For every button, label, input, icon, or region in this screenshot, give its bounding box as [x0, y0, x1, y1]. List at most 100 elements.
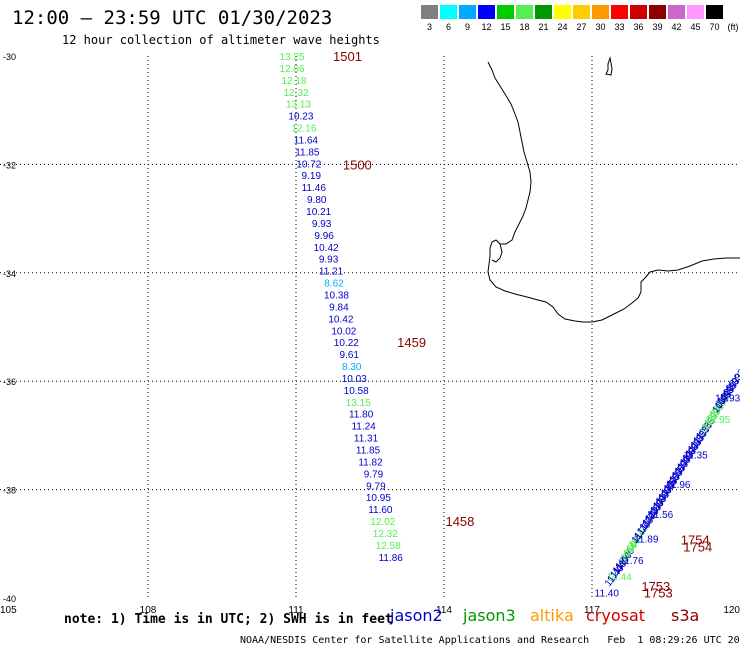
coastline [487, 56, 740, 323]
y-tick-label: -30 [3, 52, 16, 62]
legend-swatch-label: 24 [557, 22, 568, 32]
y-tick-label: -40 [3, 594, 16, 604]
wave-height-label: 8.62 [324, 279, 344, 290]
x-tick-label: 108 [140, 605, 157, 616]
time-label: 1500 [343, 157, 372, 172]
wave-height-label: 11.85 [295, 147, 320, 158]
wave-height-label: 11.82 [358, 457, 383, 468]
x-tick-label: 111 [288, 605, 304, 616]
y-tick-label: -38 [3, 486, 16, 496]
time-label: 1754 [683, 540, 712, 555]
wave-height-label: 10.03 [342, 374, 367, 385]
legend-unit: (ft) [727, 22, 739, 32]
wave-height-label: 11.21 [319, 267, 344, 278]
credit-footer: NOAA/NESDIS Center for Satellite Applica… [240, 635, 740, 646]
legend-swatch [554, 5, 571, 19]
satellite-name-s3a: s3a [671, 606, 700, 625]
wave-height-label: 11.64 [294, 135, 319, 146]
axis-ticks: 105 108 111 114 117 120 -30 -32 -34 -36 -38 -40 [0, 52, 740, 616]
wave-height-label: 12.02 [370, 517, 395, 528]
legend-swatch [516, 5, 533, 19]
wave-height-label: 12.16 [291, 124, 316, 135]
y-tick-label: -32 [3, 160, 16, 170]
footnote: note: 1) Time is in UTC; 2) SWH is in fe… [64, 612, 393, 627]
legend-swatch [478, 5, 495, 19]
wave-height-label: 10.95 [366, 493, 391, 504]
wave-height-label: 13.15 [346, 398, 371, 409]
wave-height-label: 9.96 [314, 231, 334, 242]
coastline-wa [487, 61, 740, 323]
chart-subtitle: 12 hour collection of altimeter wave hei… [62, 33, 380, 47]
wave-height-label: 9.79 [364, 469, 384, 480]
y-tick-label: -36 [3, 377, 16, 387]
time-label: 1754 [681, 532, 710, 547]
time-label: 1753 [644, 586, 673, 601]
wave-height-label: 12.95 [705, 415, 730, 426]
satellite-name-altika: altika [530, 606, 574, 625]
legend-swatch-label: 21 [538, 22, 549, 32]
legend-swatch [706, 5, 723, 19]
legend-swatch [611, 5, 628, 19]
wave-height-label: 10.42 [314, 243, 339, 254]
satellite-name-cryosat: cryosat [586, 606, 646, 625]
wave-height-label: 10.21 [306, 207, 331, 218]
legend-swatch [592, 5, 609, 19]
x-tick-label: 105 [0, 605, 17, 616]
legend-swatch-label: 9 [464, 22, 470, 32]
chart-title: 12:00 — 23:59 UTC 01/30/2023 [12, 7, 333, 29]
legend-swatch [573, 5, 590, 19]
wave-height-label: 9.79 [366, 481, 386, 492]
wave-height-label: 10.23 [288, 112, 313, 123]
x-tick-label: 120 [723, 605, 740, 616]
y-tick-label: -34 [3, 269, 16, 279]
wave-height-label: 12.32 [283, 88, 308, 99]
wave-height-label: 12.18 [282, 76, 307, 87]
wave-height-label: 10.02 [331, 326, 356, 337]
wave-height-label: 9.19 [302, 171, 322, 182]
wave-height-label: 9.61 [340, 350, 360, 361]
wave-height-label: 10.42 [328, 314, 353, 325]
legend-swatch-label: 42 [671, 22, 682, 32]
wave-height-label: 11.89 [634, 534, 659, 545]
x-tick-label: 117 [584, 605, 600, 616]
grid [0, 56, 740, 598]
legend-swatch [421, 5, 438, 19]
legend-swatch-label: 39 [652, 22, 663, 32]
time-label: 1501 [333, 49, 362, 64]
wave-height-label: 11.24 [351, 422, 376, 433]
satellite-name-jason3: jason3 [463, 606, 516, 625]
legend-swatch [497, 5, 514, 19]
wave-height-label: 10.44 [607, 572, 632, 583]
legend-swatch-label: 27 [576, 22, 587, 32]
data-labels: 13.2512.0612.1812.3213.1310.2312.1611.64… [280, 52, 740, 600]
legend-swatch-label: 45 [690, 22, 701, 32]
wave-height-label: 8.30 [342, 362, 362, 373]
wave-height-label: 11.76 [619, 556, 644, 567]
wave-height-label: 9.93 [319, 255, 339, 266]
legend-swatch-label: 33 [614, 22, 625, 32]
wave-height-label: 12.32 [373, 529, 398, 540]
wave-height-label: 11.86 [379, 553, 404, 564]
wave-height-label: 11.60 [368, 505, 393, 516]
wave-height-label: 11.80 [349, 410, 374, 421]
wave-height-label: 9.84 [329, 302, 349, 313]
wave-height-label: 13.25 [280, 52, 305, 63]
satellite-name-jason2: jason2 [390, 606, 443, 625]
wave-height-label: 11.96 [666, 480, 691, 491]
legend-swatch-label: 36 [633, 22, 644, 32]
wave-height-label: 9.93 [312, 219, 332, 230]
wave-height-label: 10.38 [324, 290, 349, 301]
legend-swatch [459, 5, 476, 19]
legend-swatch-label: 6 [445, 22, 451, 32]
wave-height-label: 10.22 [334, 338, 359, 349]
legend-swatch-label: 12 [481, 22, 492, 32]
time-label: 1753 [641, 579, 670, 594]
wave-height-label: 10.93 [715, 393, 740, 404]
legend-swatch-label: 3 [426, 22, 432, 32]
color-scale-legend: 3 6 9 12 15 18 21 24 27 30 33 36 39 42 45 70 (ft) [421, 5, 740, 37]
wave-height-label: 10.58 [344, 386, 369, 397]
wave-height-label: 12.06 [280, 64, 305, 75]
wave-height-label: 11.40 [595, 589, 620, 600]
